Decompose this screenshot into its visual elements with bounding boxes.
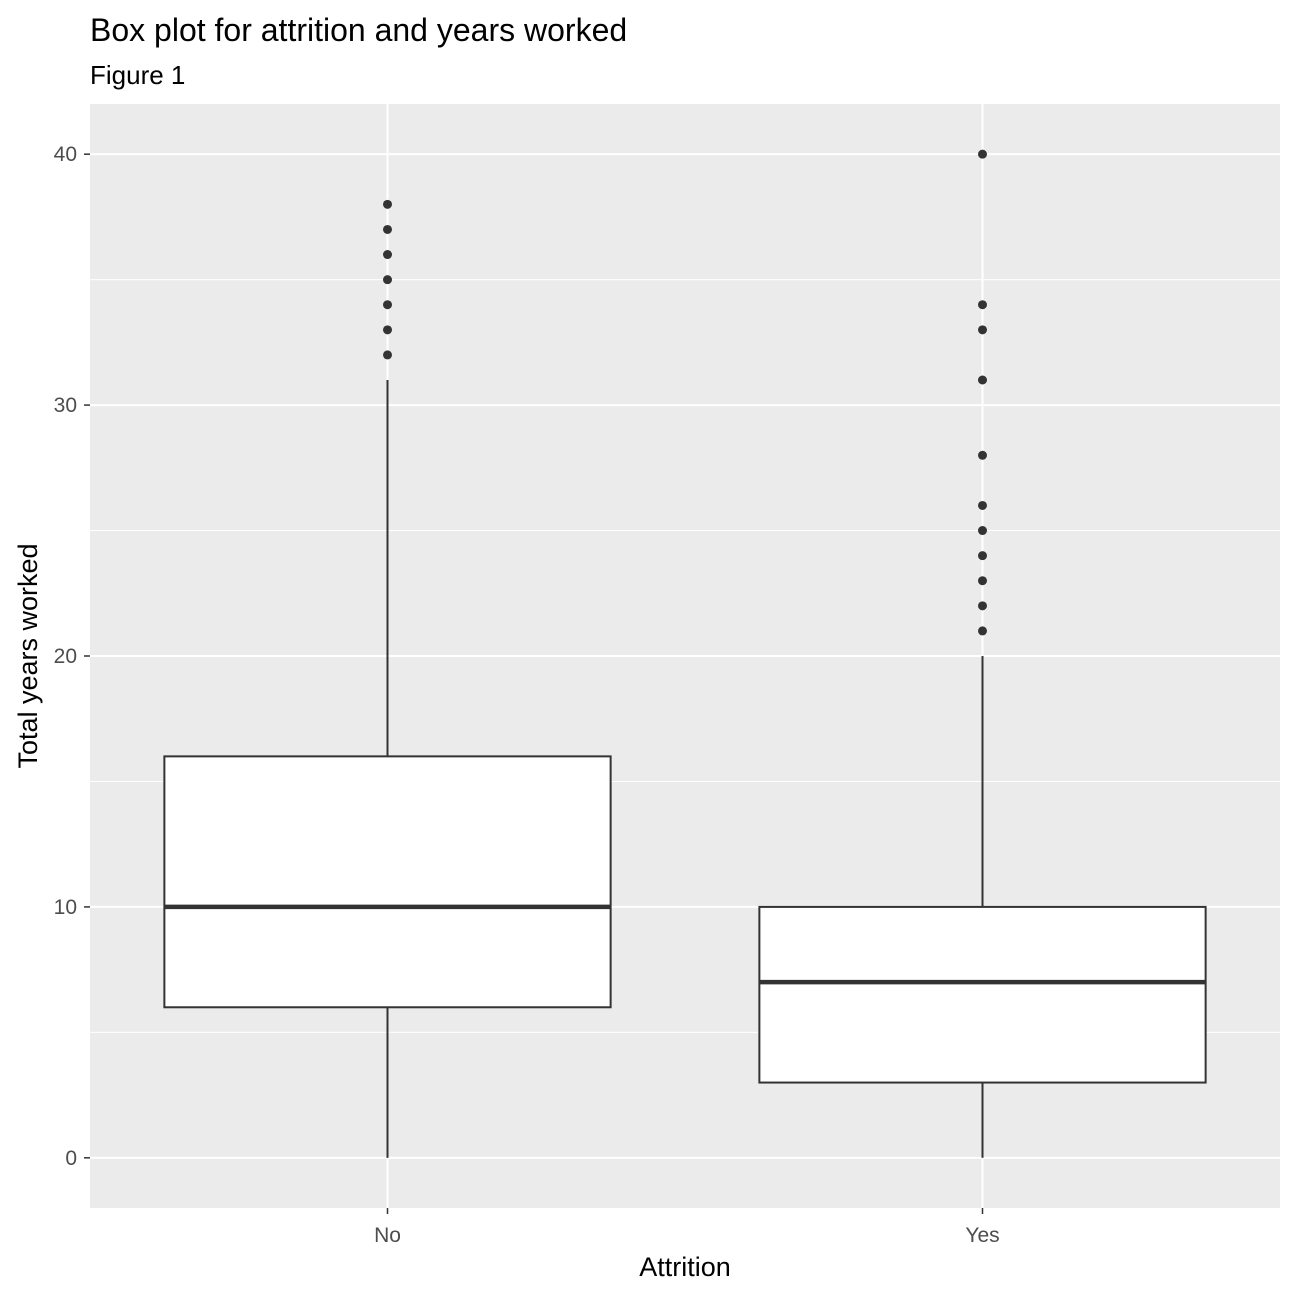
x-axis-ticks: No Yes (374, 1208, 1000, 1247)
outlier-point (978, 551, 987, 561)
y-axis-title: Total years worked (13, 543, 43, 768)
outlier-point (383, 250, 392, 260)
outlier-point (978, 601, 987, 611)
iqr-box (758, 905, 1207, 1084)
chart-title: Box plot for attrition and years worked (90, 12, 627, 48)
box-group-yes (758, 149, 1207, 1158)
outlier-point (978, 626, 987, 636)
outlier-point (383, 275, 392, 285)
outlier-point (383, 224, 392, 234)
outlier-point (978, 450, 987, 460)
outlier-point (383, 199, 392, 209)
outlier-point (978, 500, 987, 510)
outlier-point (978, 149, 987, 159)
y-axis-ticks: 0 10 20 30 40 (54, 143, 90, 1170)
y-tick-label: 40 (54, 143, 77, 166)
outlier-point (978, 526, 987, 536)
y-tick-label: 20 (54, 645, 77, 668)
outlier-point (383, 300, 392, 310)
y-tick-label: 0 (65, 1147, 77, 1170)
y-tick-label: 10 (54, 896, 77, 919)
x-tick-label: No (374, 1224, 401, 1247)
outlier-point (978, 576, 987, 586)
iqr-box (163, 755, 612, 1009)
y-tick-label: 30 (54, 394, 77, 417)
box-group-no (163, 199, 612, 1158)
outlier-point (978, 300, 987, 310)
x-axis-title: Attrition (639, 1252, 731, 1282)
outlier-point (978, 325, 987, 335)
outlier-point (383, 325, 392, 335)
outlier-point (383, 350, 392, 360)
outlier-point (978, 375, 987, 385)
box-layer (163, 149, 1207, 1158)
chart-subtitle: Figure 1 (90, 60, 185, 90)
x-tick-label: Yes (965, 1224, 999, 1247)
